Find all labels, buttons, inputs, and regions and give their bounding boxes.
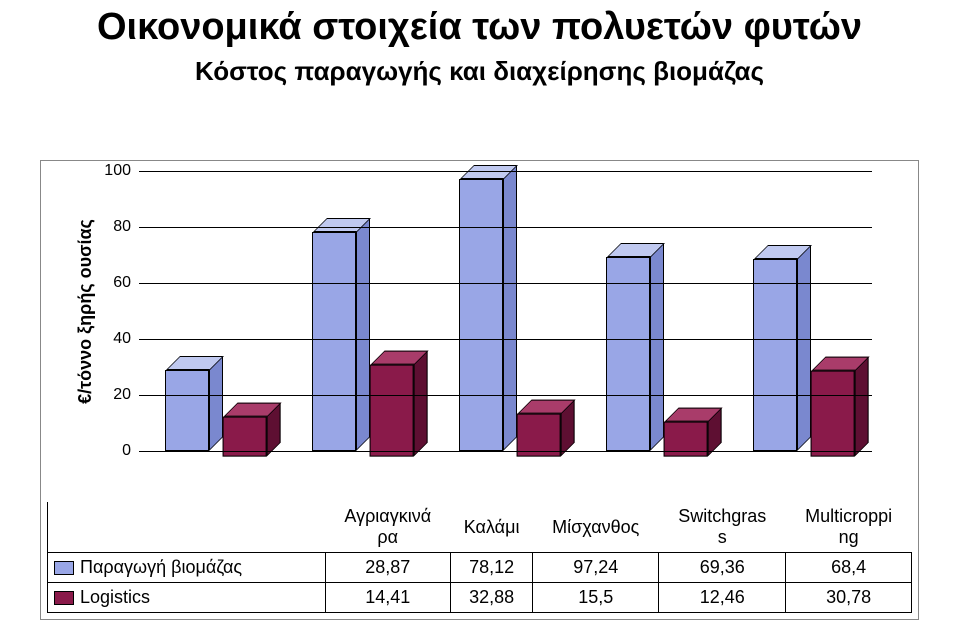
gridline [139,451,872,452]
table-cell: 97,24 [533,553,659,583]
legend-swatch [54,591,74,605]
bar [369,365,413,457]
table-cell: 15,5 [533,583,659,613]
category-header: Καλάμι [450,502,532,553]
y-tick-label: 20 [113,386,131,404]
gridline [139,283,872,284]
bar [606,257,650,451]
chart-subtitle: Κόστος παραγωγής και διαχείρησης βιομάζα… [0,50,959,87]
y-tick-label: 60 [113,274,131,292]
table-cell: 78,12 [450,553,532,583]
table-cell: 69,36 [659,553,786,583]
y-tick-label: 100 [104,162,131,180]
category-header: Μίσχανθος [533,502,659,553]
gridline [139,395,872,396]
table-cell: 68,4 [786,553,912,583]
series-label: Logistics [48,583,326,613]
series-label: Παραγωγή βιομάζας [48,553,326,583]
bars-layer [139,171,872,451]
y-axis-label: €/τόννο ξηρής ουσίας [75,219,96,404]
plot-area: 020406080100 [139,171,902,451]
page-title: Οικονομικά στοιχεία των πολυετών φυτών [0,0,959,50]
table-cell: 12,46 [659,583,786,613]
legend-swatch [54,561,74,575]
bar [312,232,356,451]
category-header: Multicroppi ng [786,502,912,553]
chart-frame: €/τόννο ξηρής ουσίας 020406080100 Αγριαγ… [40,160,919,620]
table-cell: 32,88 [450,583,532,613]
bar [810,370,854,456]
y-tick-label: 0 [122,442,131,460]
bar [753,259,797,451]
gridline [139,339,872,340]
category-header: Switchgras s [659,502,786,553]
y-tick-label: 80 [113,218,131,236]
category-header: Αγριαγκινά ρα [325,502,450,553]
gridline [139,171,872,172]
gridline [139,227,872,228]
table-corner [48,502,326,553]
table-cell: 28,87 [325,553,450,583]
y-tick-label: 40 [113,330,131,348]
data-table: Αγριαγκινά ραΚαλάμιΜίσχανθοςSwitchgras s… [47,502,912,613]
bar [459,179,503,451]
table-cell: 14,41 [325,583,450,613]
bar [165,370,209,451]
table-cell: 30,78 [786,583,912,613]
